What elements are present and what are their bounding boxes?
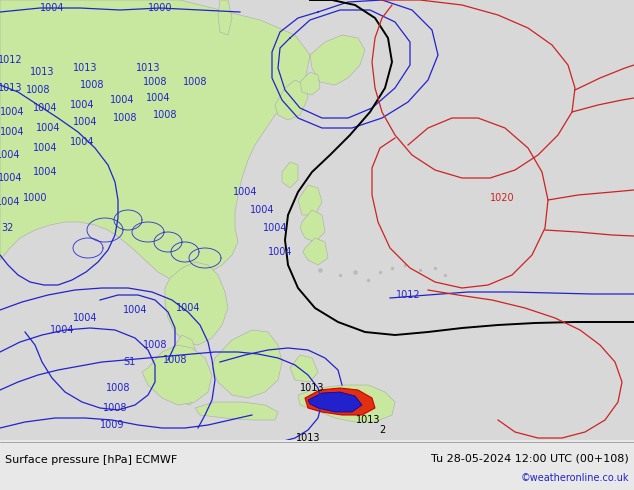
- Text: 2: 2: [379, 425, 385, 435]
- Text: 1008: 1008: [143, 77, 167, 87]
- Text: Tu 28-05-2024 12:00 UTC (00+108): Tu 28-05-2024 12:00 UTC (00+108): [431, 453, 629, 463]
- Polygon shape: [275, 80, 308, 120]
- Polygon shape: [290, 355, 318, 382]
- Text: 1012: 1012: [0, 55, 22, 65]
- Text: 1012: 1012: [396, 290, 420, 300]
- Text: 1004: 1004: [0, 107, 24, 117]
- Text: 1013: 1013: [136, 63, 160, 73]
- Polygon shape: [165, 262, 228, 345]
- Text: 1004: 1004: [0, 173, 22, 183]
- Polygon shape: [282, 162, 298, 188]
- Text: 1000: 1000: [23, 193, 48, 203]
- Polygon shape: [305, 388, 375, 415]
- Text: 1008: 1008: [106, 383, 130, 393]
- Text: 1004: 1004: [70, 137, 94, 147]
- Text: 1013: 1013: [356, 415, 380, 425]
- Polygon shape: [308, 392, 362, 412]
- Text: 1013: 1013: [295, 433, 320, 443]
- Text: 1004: 1004: [73, 313, 97, 323]
- Text: 1004: 1004: [49, 325, 74, 335]
- Polygon shape: [298, 385, 395, 422]
- Text: 1013: 1013: [300, 383, 324, 393]
- Text: 1004: 1004: [262, 223, 287, 233]
- Text: 1004: 1004: [70, 100, 94, 110]
- Text: 1004: 1004: [36, 123, 60, 133]
- Text: 1008: 1008: [163, 355, 187, 365]
- Text: 1013: 1013: [30, 67, 55, 77]
- Text: 1008: 1008: [26, 85, 50, 95]
- Text: 1004: 1004: [123, 305, 147, 315]
- Text: 1004: 1004: [250, 205, 275, 215]
- Text: 1004: 1004: [73, 117, 97, 127]
- Text: 1004: 1004: [146, 93, 171, 103]
- Text: 1004: 1004: [40, 3, 64, 13]
- Text: 1008: 1008: [183, 77, 207, 87]
- Text: 1004: 1004: [33, 103, 57, 113]
- Text: 1004: 1004: [233, 187, 257, 197]
- Text: 1008: 1008: [143, 340, 167, 350]
- Polygon shape: [212, 330, 282, 398]
- Text: 1000: 1000: [148, 3, 172, 13]
- Polygon shape: [298, 185, 322, 215]
- Text: 1004: 1004: [33, 167, 57, 177]
- Text: 1004: 1004: [0, 197, 20, 207]
- Text: 1009: 1009: [100, 420, 124, 430]
- Text: 1013: 1013: [73, 63, 97, 73]
- Text: 1008: 1008: [80, 80, 104, 90]
- Polygon shape: [170, 335, 202, 405]
- Text: 1008: 1008: [103, 403, 127, 413]
- Text: 1004: 1004: [268, 247, 292, 257]
- Polygon shape: [310, 35, 365, 85]
- Polygon shape: [0, 0, 310, 282]
- Text: 1004: 1004: [33, 143, 57, 153]
- Polygon shape: [303, 238, 328, 265]
- Text: 1004: 1004: [110, 95, 134, 105]
- Text: 1020: 1020: [489, 193, 514, 203]
- Polygon shape: [195, 402, 278, 420]
- Text: 1004: 1004: [0, 150, 20, 160]
- Text: 1004: 1004: [176, 303, 200, 313]
- Text: 32: 32: [2, 223, 14, 233]
- Polygon shape: [300, 72, 320, 95]
- Text: 1008: 1008: [113, 113, 137, 123]
- Text: Surface pressure [hPa] ECMWF: Surface pressure [hPa] ECMWF: [5, 455, 178, 465]
- Text: 1004: 1004: [0, 127, 24, 137]
- Text: 1008: 1008: [153, 110, 178, 120]
- Polygon shape: [218, 0, 232, 35]
- Text: ©weatheronline.co.uk: ©weatheronline.co.uk: [521, 473, 629, 483]
- Polygon shape: [142, 345, 212, 405]
- Text: 1013: 1013: [0, 83, 22, 93]
- Polygon shape: [300, 210, 325, 242]
- Text: S1: S1: [124, 357, 136, 367]
